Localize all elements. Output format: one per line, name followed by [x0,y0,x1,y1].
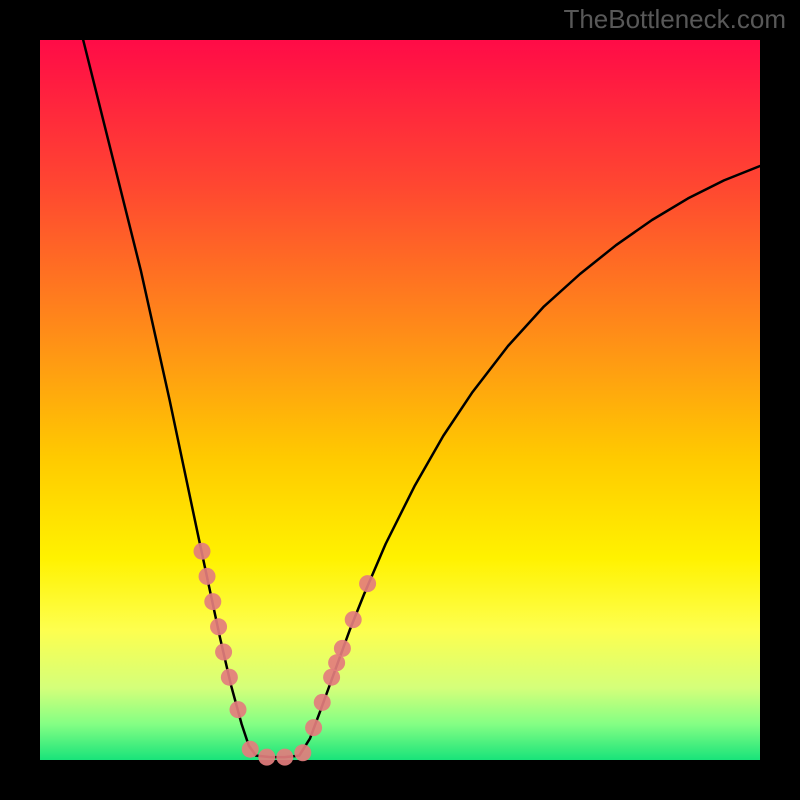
data-marker [230,701,247,718]
data-marker [359,575,376,592]
data-marker [204,593,221,610]
data-marker [305,719,322,736]
data-marker [215,644,232,661]
data-marker [276,749,293,766]
data-marker [199,568,216,585]
plot-background [40,40,760,760]
data-marker [258,749,275,766]
data-marker [345,611,362,628]
data-marker [242,741,259,758]
data-marker [194,543,211,560]
data-marker [210,618,227,635]
watermark-text: TheBottleneck.com [563,4,786,35]
data-marker [334,640,351,657]
bottleneck-chart [0,0,800,800]
data-marker [221,669,238,686]
data-marker [314,694,331,711]
data-marker [294,744,311,761]
